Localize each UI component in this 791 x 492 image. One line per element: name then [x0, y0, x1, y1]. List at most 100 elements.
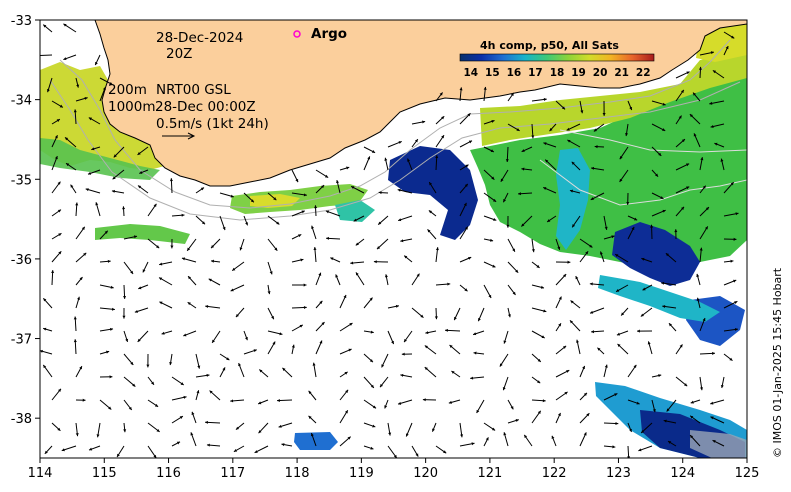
current-arrow: [507, 307, 511, 318]
current-arrow: [459, 183, 469, 194]
colorbar-label: 19: [571, 67, 586, 79]
current-arrow: [428, 210, 437, 217]
current-arrow: [123, 422, 127, 433]
current-arrow: [233, 445, 245, 453]
colorbar-label: 22: [636, 67, 651, 79]
current-arrow: [435, 282, 451, 286]
current-arrow: [123, 261, 134, 275]
current-arrow: [315, 184, 325, 194]
current-arrow: [51, 250, 62, 263]
current-arrow: [435, 445, 447, 454]
current-arrow: [506, 215, 510, 228]
current-arrow: [579, 100, 584, 114]
current-arrow: [603, 445, 616, 449]
current-arrow: [435, 155, 439, 171]
current-arrow: [723, 212, 739, 217]
current-arrow: [435, 134, 445, 148]
current-arrow: [44, 445, 53, 455]
current-arrow: [579, 412, 590, 424]
current-arrow: [555, 345, 567, 355]
current-arrow: [699, 157, 704, 171]
current-arrow: [403, 255, 413, 263]
current-arrow: [42, 24, 53, 33]
current-arrow: [651, 169, 659, 178]
current-arrow: [531, 307, 547, 313]
current-arrow: [291, 192, 307, 197]
current-arrow: [378, 191, 389, 195]
current-arrow: [500, 169, 509, 182]
current-arrow: [710, 416, 725, 424]
current-arrow: [507, 238, 516, 252]
current-arrow: [99, 307, 115, 311]
current-arrow: [137, 330, 149, 343]
current-arrow: [51, 118, 61, 125]
contour-1000m: [49, 79, 741, 221]
current-arrow: [483, 86, 487, 102]
current-arrow: [70, 184, 77, 194]
nrt-label: NRT00 GSL: [156, 82, 231, 98]
current-arrow: [483, 284, 492, 299]
current-arrow: [483, 146, 495, 153]
current-arrow: [459, 284, 468, 292]
current-arrow: [169, 353, 173, 366]
current-arrow: [278, 422, 293, 428]
current-arrow: [99, 399, 112, 410]
current-arrow: [666, 399, 677, 412]
current-arrow: [363, 399, 377, 409]
current-arrow: [690, 399, 701, 404]
colorbar-label: 16: [507, 67, 522, 79]
current-arrow: [661, 281, 677, 286]
colorbar-label: 20: [593, 67, 608, 79]
current-arrow: [169, 178, 173, 194]
current-arrow: [675, 163, 690, 171]
current-arrow: [208, 278, 221, 286]
current-arrow: [576, 339, 581, 355]
current-arrow: [675, 344, 683, 355]
current-arrow: [384, 157, 389, 171]
current-arrow: [137, 146, 149, 156]
current-arrow: [134, 307, 149, 313]
current-arrow: [435, 115, 445, 125]
current-arrow: [63, 54, 77, 61]
current-arrow: [377, 215, 389, 226]
current-arrow: [483, 422, 496, 431]
current-arrow: [620, 307, 629, 316]
current-arrow: [640, 422, 653, 434]
current-arrow: [355, 238, 365, 246]
current-arrow: [570, 300, 581, 309]
current-arrow: [277, 398, 293, 403]
current-arrow: [75, 365, 83, 378]
current-arrow: [159, 301, 173, 309]
current-arrow: [111, 189, 125, 194]
current-arrow: [675, 138, 686, 148]
current-arrow: [339, 322, 353, 332]
current-arrow: [267, 341, 276, 355]
current-arrow: [291, 234, 302, 240]
current-arrow: [411, 445, 419, 457]
current-vectors: [40, 23, 739, 458]
current-arrow: [99, 350, 110, 355]
plot-frame: [39, 19, 748, 459]
current-arrow: [696, 297, 701, 309]
current-arrow: [698, 66, 702, 79]
current-arrow: [147, 238, 160, 249]
current-arrow: [122, 307, 126, 319]
current-arrow: [555, 260, 571, 264]
current-arrow: [603, 421, 619, 426]
current-arrow: [651, 209, 666, 217]
current-arrow: [315, 300, 323, 309]
current-arrow: [75, 398, 86, 402]
current-arrow: [339, 294, 347, 309]
current-arrow: [363, 297, 373, 309]
current-arrow: [567, 139, 581, 148]
colorbar-title: 4h comp, p50, All Sats: [480, 39, 619, 52]
current-arrow: [142, 261, 149, 273]
current-arrow: [459, 112, 471, 125]
current-arrow: [424, 366, 437, 378]
current-arrow: [384, 399, 389, 409]
current-arrow: [449, 344, 461, 355]
current-arrow: [230, 399, 245, 403]
current-arrow: [239, 238, 245, 251]
current-arrow: [667, 440, 677, 447]
